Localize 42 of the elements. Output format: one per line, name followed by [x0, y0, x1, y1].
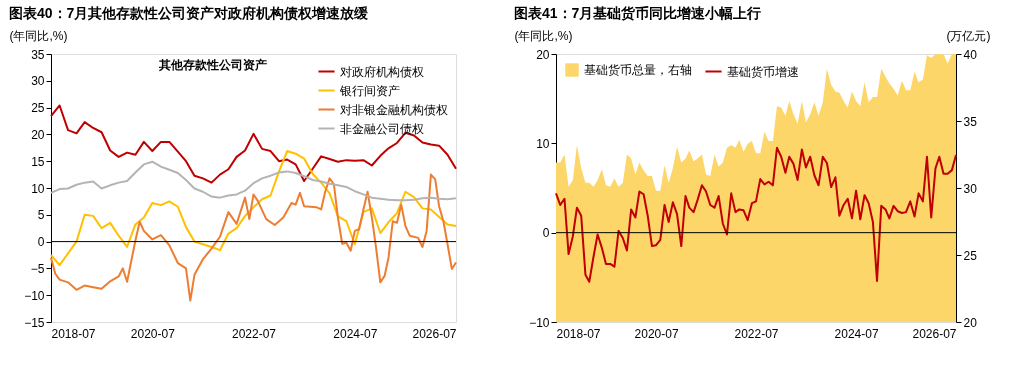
- legend-label: 非金融公司债权: [340, 121, 424, 136]
- y-tick-label: 0: [542, 226, 550, 241]
- x-tick-label: 2026-07: [412, 326, 457, 341]
- x-tick-label: 2024-07: [834, 326, 879, 341]
- y2-tick-label: 35: [963, 114, 978, 129]
- y-tick-label: 0: [37, 235, 45, 250]
- legend-label: 对政府机构债权: [340, 64, 424, 79]
- y-tick-label: 35: [31, 47, 45, 62]
- legend-label: 银行间资产: [339, 83, 400, 98]
- x-tick-label: 2020-07: [634, 326, 679, 341]
- y2-tick-label: 25: [963, 248, 978, 263]
- x-tick-label: 2018-07: [556, 326, 601, 341]
- y-tick-label: −5: [30, 261, 45, 276]
- x-tick-label: 2024-07: [333, 326, 378, 341]
- y-tick-label: −15: [24, 315, 45, 330]
- y-tick-label: 15: [31, 154, 45, 169]
- legend-label: 基础货币总量，右轴: [584, 63, 692, 77]
- y-tick-label: 10: [536, 136, 550, 151]
- y-tick-label: 10: [31, 181, 45, 196]
- chart-title: 图表40：7月其他存款性公司资产对政府机构债权增速放缓: [9, 5, 370, 21]
- legend-label: 对非银金融机构债权: [340, 102, 448, 117]
- chart-title: 图表41：7月基础货币同比增速小幅上行: [514, 5, 762, 21]
- x-tick-label: 2020-07: [130, 326, 176, 341]
- y-tick-label: 30: [31, 74, 45, 89]
- x-tick-label: 2026-07: [912, 326, 957, 341]
- legend-label: 基础货币增速: [727, 64, 799, 79]
- y-tick-label: 20: [536, 47, 550, 62]
- y-tick-label: 5: [37, 208, 45, 223]
- y-tick-label: −10: [529, 315, 550, 330]
- y-tick-label: 25: [31, 101, 45, 116]
- y2-tick-label: 40: [963, 47, 978, 62]
- y-tick-label: −10: [24, 288, 45, 303]
- y2-axis-title: (万亿元): [946, 28, 991, 43]
- y2-tick-label: 30: [963, 181, 978, 196]
- y2-tick-label: 20: [963, 315, 978, 330]
- x-tick-label: 2022-07: [231, 326, 277, 341]
- y-axis-title: (年同比,%): [514, 28, 573, 43]
- y-tick-label: 20: [31, 127, 45, 142]
- chart-subtitle: 其他存款性公司资产: [158, 58, 267, 72]
- y-axis-title: (年同比,%): [9, 28, 68, 43]
- x-tick-label: 2018-07: [51, 326, 96, 341]
- x-tick-label: 2022-07: [734, 326, 779, 341]
